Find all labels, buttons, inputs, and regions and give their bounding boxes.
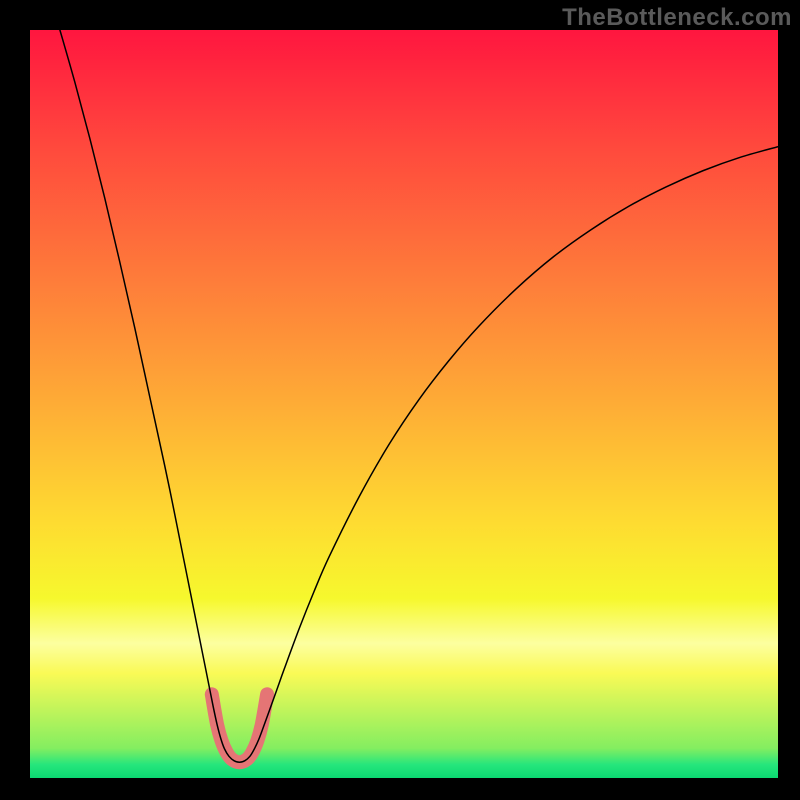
watermark-text: TheBottleneck.com — [562, 0, 800, 34]
gradient-background — [30, 30, 778, 778]
chart-frame: TheBottleneck.com — [0, 0, 800, 800]
plot-area — [30, 30, 778, 778]
chart-svg — [30, 30, 778, 778]
